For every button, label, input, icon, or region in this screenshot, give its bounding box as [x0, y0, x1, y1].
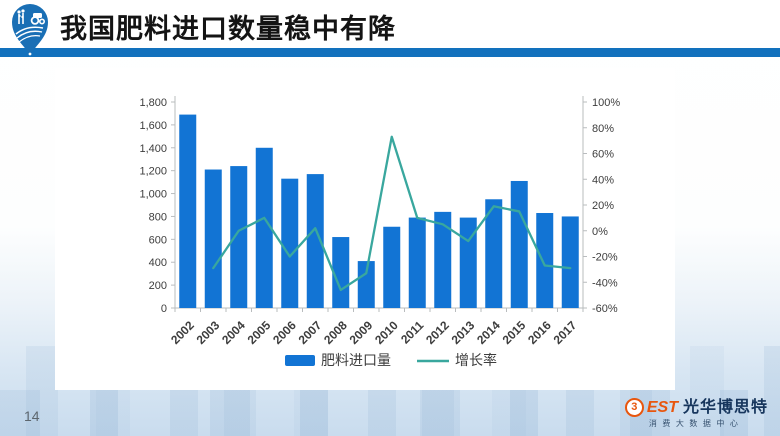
bar-2006	[281, 178, 299, 308]
header-divider-stripe	[0, 48, 780, 57]
x-axis-year-label: 2011	[398, 318, 427, 347]
x-axis-year-label: 2016	[525, 318, 554, 347]
right-axis-tick: 60%	[592, 149, 614, 161]
left-axis-tick: 200	[149, 280, 167, 292]
right-axis-tick: -20%	[592, 252, 618, 264]
slide-header: 我国肥料进口数量稳中有降	[0, 0, 780, 48]
x-axis-year-label: 2009	[347, 318, 376, 347]
page-title: 我国肥料进口数量稳中有降	[60, 14, 396, 44]
left-axis-tick: 1,400	[139, 143, 167, 155]
x-axis-year-label: 2005	[245, 318, 274, 347]
x-axis-year-label: 2007	[296, 318, 325, 347]
right-axis-tick: 100%	[592, 97, 620, 109]
x-axis-year-label: 2003	[194, 318, 223, 347]
bar-2002	[179, 114, 197, 308]
right-axis-tick: -40%	[592, 277, 618, 289]
x-axis-year-label: 2006	[270, 318, 299, 347]
x-axis-year-label: 2002	[168, 318, 197, 347]
bar-2005	[255, 147, 273, 308]
fertilizer-import-chart: 0 200 400 600 800 1,000 1,200 1,400 1,600 1,800 -6…	[139, 96, 620, 368]
left-axis-tick: 800	[149, 211, 167, 223]
left-axis-tick: 0	[161, 303, 167, 315]
legend-line-label: 增长率	[455, 352, 497, 368]
left-axis-tick: 1,800	[139, 97, 167, 109]
right-axis-tick: 40%	[592, 174, 614, 186]
logo-company-name: 光华博思特	[682, 398, 768, 416]
logo-subtitle: 消费大数据中心	[648, 419, 744, 428]
page-number: 14	[24, 408, 40, 424]
x-axis-year-label: 2004	[219, 318, 248, 347]
x-axis-year-label: 2012	[423, 318, 452, 347]
x-axis-year-label: 2010	[372, 318, 401, 347]
bar-2009	[357, 261, 375, 308]
right-axis-tick: -60%	[592, 303, 618, 315]
x-axis-year-label: 2014	[474, 318, 503, 347]
bar-2004	[230, 166, 248, 308]
left-axis-tick: 1,200	[139, 166, 167, 178]
bar-2015	[510, 180, 528, 308]
x-axis-year-label: 2015	[500, 318, 529, 347]
right-axis-tick: 0%	[592, 226, 608, 238]
bar-2017	[561, 216, 579, 308]
right-axis-tick: 20%	[592, 200, 614, 212]
bar-2003	[204, 169, 222, 308]
x-axis-year-label: 2017	[551, 318, 580, 347]
farm-pin-icon	[12, 4, 48, 56]
growth-rate-line	[212, 135, 572, 292]
left-axis-tick: 400	[149, 257, 167, 269]
bar-2007	[306, 174, 324, 308]
x-axis-year-label: 2008	[321, 318, 350, 347]
logo-circle-3-icon: 3	[624, 398, 644, 417]
left-axis-tick: 1,600	[139, 120, 167, 132]
bar-2011	[408, 217, 426, 308]
legend-bar-swatch	[285, 355, 315, 366]
x-axis-year-label: 2013	[449, 318, 478, 347]
left-axis-tick: 600	[149, 234, 167, 246]
bar-2010	[383, 226, 401, 308]
right-axis-tick: 80%	[592, 123, 614, 135]
left-axis-tick: 1,000	[139, 189, 167, 201]
bar-2013	[459, 217, 477, 308]
legend-bar-label: 肥料进口量	[321, 352, 391, 368]
brand-logo: 3 EST 光华博思特 消费大数据中心	[624, 398, 768, 428]
bar-2016	[536, 213, 554, 308]
chart-panel: 0 200 400 600 800 1,000 1,200 1,400 1,600 1,800 -6…	[55, 68, 675, 390]
logo-est-text: EST	[646, 398, 678, 416]
bar-2014	[485, 199, 503, 308]
bar-2008	[332, 237, 350, 308]
bar-2012	[434, 211, 452, 308]
